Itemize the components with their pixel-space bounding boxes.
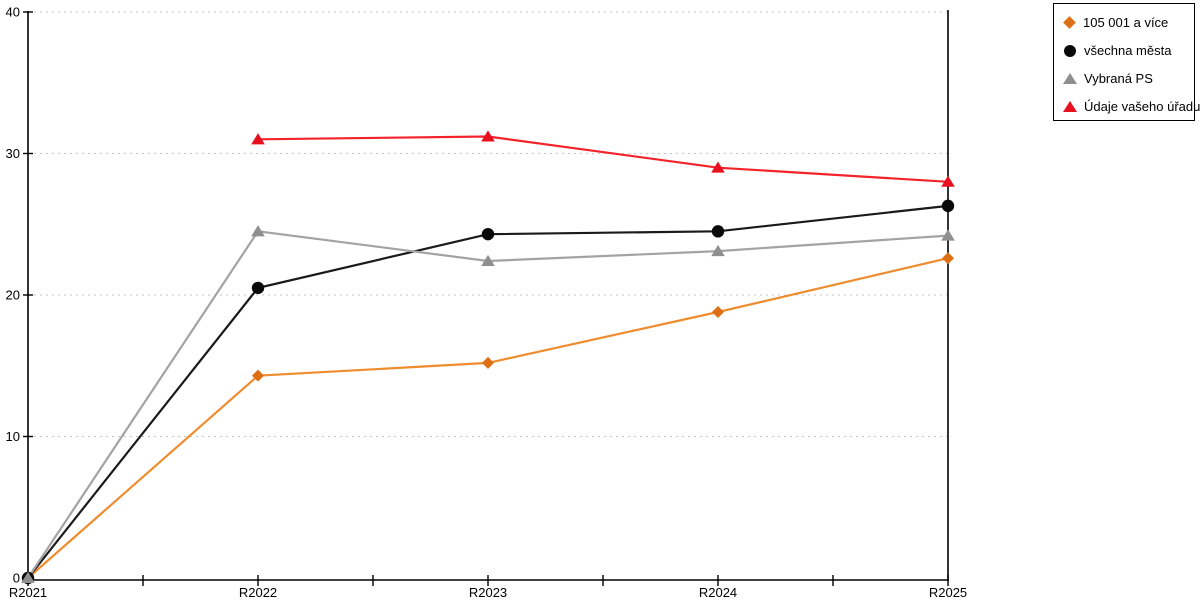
y-tick-label: 0 xyxy=(13,571,20,586)
legend-label: 105 001 a více xyxy=(1083,15,1169,31)
series-line xyxy=(27,257,949,579)
triangle-marker-icon xyxy=(21,571,35,583)
x-tick-label: R2022 xyxy=(239,585,277,600)
x-tick-label: R2025 xyxy=(929,585,967,600)
y-tick-label: 30 xyxy=(6,146,20,161)
triangle-marker-icon xyxy=(481,130,495,142)
x-tick-label: R2024 xyxy=(699,585,737,600)
circle-marker-icon xyxy=(1064,44,1076,57)
legend-label: Vybraná PS xyxy=(1084,70,1153,86)
legend-label: všechna města xyxy=(1084,43,1172,59)
circle-marker-icon xyxy=(941,199,955,213)
diamond-marker-icon xyxy=(1063,16,1076,30)
triangle-marker-icon xyxy=(941,229,955,241)
triangle-marker-icon xyxy=(1063,100,1077,112)
y-tick-label: 40 xyxy=(6,5,20,20)
triangle-marker-icon xyxy=(251,133,265,145)
legend-item-vybrana-ps: Vybraná PS xyxy=(1063,65,1194,93)
triangle-marker-icon xyxy=(481,254,495,267)
triangle-marker-icon xyxy=(251,225,265,237)
series-line xyxy=(257,135,949,183)
triangle-marker-icon xyxy=(1063,72,1077,84)
y-tick-label: 10 xyxy=(6,429,20,444)
diamond-marker-icon xyxy=(942,252,954,265)
triangle-marker-icon xyxy=(711,244,725,257)
y-tick-label: 20 xyxy=(6,288,20,303)
diamond-marker-icon xyxy=(252,369,264,382)
diamond-marker-icon xyxy=(712,305,724,318)
x-tick-label: R2021 xyxy=(9,585,47,600)
legend-item-vsechna-mesta: všechna města xyxy=(1063,37,1194,65)
circle-marker-icon xyxy=(711,225,725,238)
legend: 105 001 a více všechna města Vybraná PS … xyxy=(1053,3,1200,121)
circle-marker-icon xyxy=(251,281,265,295)
diamond-marker-icon xyxy=(482,356,494,369)
legend-item-udaje-vaseho-uradu: Údaje vašeho úřadu xyxy=(1063,92,1200,120)
triangle-marker-icon xyxy=(941,175,955,187)
legend-item-105001-a-vice: 105 001 a více xyxy=(1063,9,1194,37)
triangle-marker-icon xyxy=(711,161,725,173)
legend-label: Údaje vašeho úřadu xyxy=(1084,98,1200,114)
circle-marker-icon xyxy=(481,227,495,241)
x-tick-label: R2023 xyxy=(469,585,507,600)
